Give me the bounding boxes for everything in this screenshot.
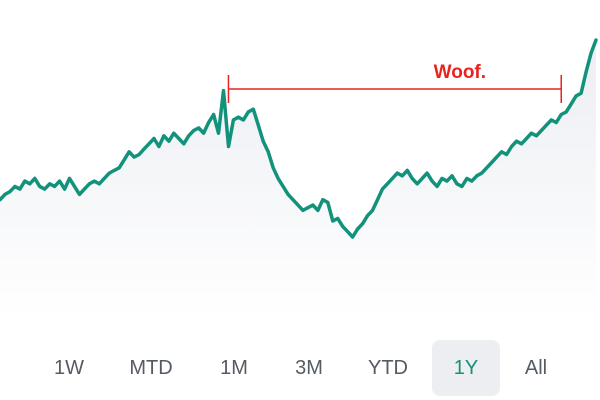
- range-button-1w[interactable]: 1W: [54, 357, 84, 379]
- time-range-selector: 1W MTD 1M 3M YTD 1Y All: [0, 328, 600, 400]
- range-button-all[interactable]: All: [524, 357, 548, 379]
- series-line: [0, 38, 598, 239]
- range-button-1m[interactable]: 1M: [220, 357, 248, 379]
- annotation-label: Woof.: [434, 62, 486, 83]
- chart-area-fill: [0, 40, 596, 320]
- range-button-ytd[interactable]: YTD: [368, 357, 408, 379]
- range-button-3m[interactable]: 3M: [295, 357, 323, 379]
- annotation-bracket: Woof.: [227, 62, 562, 103]
- range-button-1y[interactable]: 1Y: [432, 340, 500, 396]
- price-chart: Woof.: [0, 38, 598, 320]
- range-button-mtd[interactable]: MTD: [129, 357, 173, 379]
